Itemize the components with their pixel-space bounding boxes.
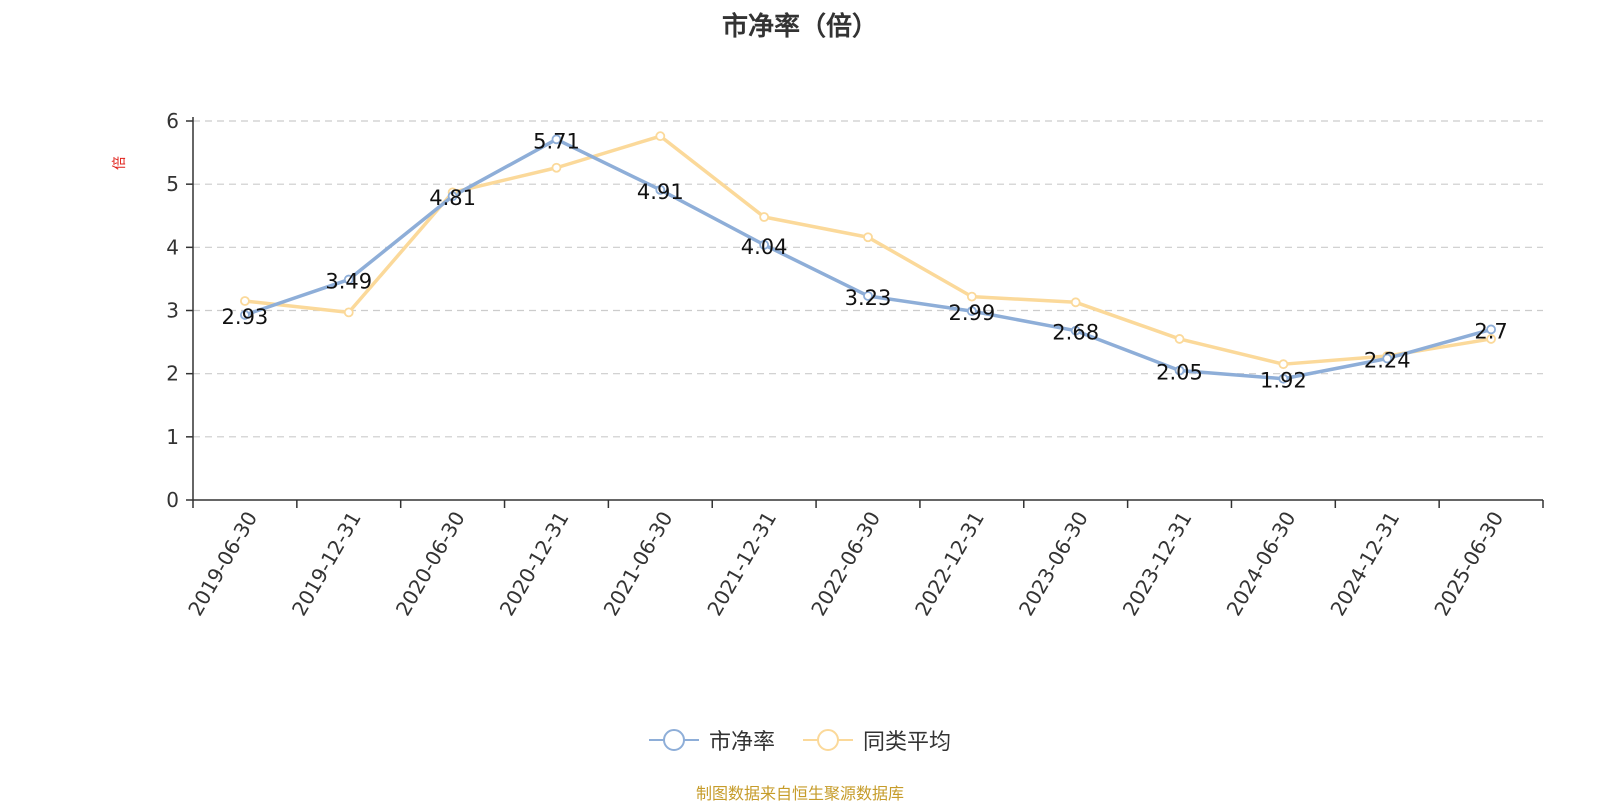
y-axis-unit-label: 倍 <box>112 156 128 170</box>
data-label: 2.99 <box>948 301 995 325</box>
data-point <box>1278 359 1289 370</box>
data-label: 5.71 <box>533 129 580 153</box>
data-point <box>1382 353 1393 364</box>
data-point <box>551 134 562 145</box>
data-point <box>1070 325 1081 336</box>
data-point <box>863 232 873 243</box>
x-tick-label: 2023-06-30 <box>1014 507 1093 620</box>
data-point <box>966 291 977 302</box>
x-tick-label: 2024-06-30 <box>1222 507 1301 620</box>
label-layer: 2.93 3.49 4.81 5.71 4.91 4.04 3.23 2.99 2.68 2.05… <box>222 129 1508 392</box>
x-tick-label: 2019-06-30 <box>183 507 262 620</box>
data-point <box>655 184 666 195</box>
data-point <box>1174 334 1185 344</box>
x-tick-label: 2025-06-30 <box>1429 507 1508 620</box>
x-tick-label: 2023-12-31 <box>1118 507 1197 620</box>
data-point <box>1486 324 1496 335</box>
y-tick-label: 0 <box>166 488 179 512</box>
data-label: 1.92 <box>1260 369 1307 393</box>
data-label: 4.91 <box>637 180 684 204</box>
x-tick-label: 2022-06-30 <box>806 507 885 620</box>
legend-label: 同类平均 <box>863 730 952 755</box>
data-point <box>343 274 354 285</box>
series-layer <box>240 131 1496 384</box>
x-tick-label: 2022-12-31 <box>910 507 989 620</box>
data-label: 2.05 <box>1156 361 1203 385</box>
series-line-1 <box>244 134 1492 366</box>
x-tick-label: 2021-12-31 <box>702 507 781 620</box>
chart-title: 市净率（倍） <box>721 12 878 42</box>
y-tick-label: 1 <box>166 425 179 449</box>
data-label: 2.7 <box>1474 319 1507 343</box>
data-label: 4.04 <box>741 235 788 259</box>
data-point <box>1174 365 1185 376</box>
legend-item[interactable]: 同类平均 <box>803 724 951 756</box>
source-note: 制图数据来自恒生聚源数据库 <box>695 784 904 803</box>
y-tick-label: 4 <box>166 235 179 259</box>
axis-layer: 0 1 2 3 4 5 6 2019-06-30 2019-12-31 2020-06-30 202… <box>166 109 1544 620</box>
series-line-0 <box>244 137 1492 381</box>
legend-swatch-icon <box>648 728 699 752</box>
legend-item[interactable]: 市净率 <box>648 724 775 756</box>
data-point <box>1070 297 1081 308</box>
y-tick-label: 5 <box>166 172 179 196</box>
legend: 市净率 同类平均 <box>0 724 1600 756</box>
data-point <box>759 212 770 222</box>
y-tick-label: 2 <box>166 362 179 386</box>
x-tick-label: 2019-12-31 <box>287 507 366 620</box>
y-tick-label: 6 <box>166 109 179 133</box>
y-tick-label: 3 <box>166 299 179 323</box>
legend-swatch-icon <box>803 728 853 752</box>
x-tick-label: 2024-12-31 <box>1325 507 1404 620</box>
data-point <box>966 306 977 317</box>
data-point <box>240 296 250 306</box>
data-point <box>343 307 354 318</box>
data-label: 3.23 <box>845 286 892 310</box>
data-label: 2.93 <box>222 305 269 329</box>
data-point <box>759 239 770 250</box>
data-label: 4.81 <box>429 186 476 210</box>
data-point <box>447 191 458 202</box>
data-point <box>1278 373 1289 384</box>
data-point <box>240 310 250 320</box>
x-tick-label: 2021-06-30 <box>598 507 677 620</box>
data-point <box>655 131 666 142</box>
data-label: 2.68 <box>1052 321 1099 345</box>
data-label: 3.49 <box>325 270 372 294</box>
grid-layer <box>193 120 1543 438</box>
data-point <box>551 162 562 173</box>
data-point <box>1486 334 1496 344</box>
data-point <box>863 291 873 301</box>
x-tick-label: 2020-06-30 <box>391 507 470 620</box>
data-label: 2.24 <box>1364 349 1411 373</box>
x-tick-label: 2020-12-31 <box>495 507 574 620</box>
legend-label: 市净率 <box>708 730 775 755</box>
